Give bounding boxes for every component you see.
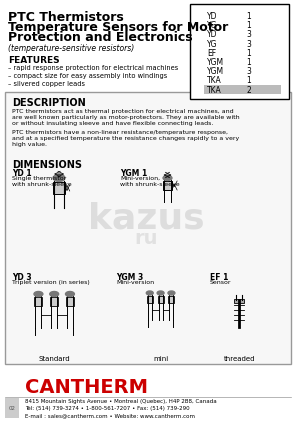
Ellipse shape (168, 291, 175, 295)
Text: YGM: YGM (207, 58, 224, 67)
Text: 1: 1 (246, 58, 251, 67)
Text: DESCRIPTION: DESCRIPTION (12, 98, 86, 108)
Text: TKA: TKA (207, 76, 222, 85)
Text: – compact size for easy assembly into windings: – compact size for easy assembly into wi… (8, 73, 167, 79)
Text: 1: 1 (246, 76, 251, 85)
Bar (5, 92, 291, 364)
Text: Triplet version (in series): Triplet version (in series) (12, 280, 90, 285)
Bar (147, 296, 153, 303)
Text: YD: YD (207, 31, 217, 40)
Text: Mini-version: Mini-version (116, 280, 154, 285)
Bar (235, 299, 244, 303)
Bar (169, 296, 174, 303)
Bar (5, 398, 19, 418)
Text: YD: YD (207, 12, 217, 21)
Text: 1: 1 (246, 12, 251, 21)
Ellipse shape (65, 292, 74, 297)
Text: TKA: TKA (207, 85, 222, 95)
Text: E-mail : sales@cantherm.com • Website: www.cantherm.com: E-mail : sales@cantherm.com • Website: w… (25, 413, 195, 418)
Text: ru: ru (134, 229, 158, 247)
Text: EF 1: EF 1 (210, 273, 228, 282)
Text: 2: 2 (246, 85, 251, 95)
Text: 3: 3 (246, 40, 251, 48)
Text: EF: EF (207, 49, 216, 58)
Text: kazus: kazus (88, 201, 204, 235)
Text: FEATURES: FEATURES (8, 56, 59, 65)
Text: Tel: (514) 739-3274 • 1-800-561-7207 • Fax: (514) 739-290: Tel: (514) 739-3274 • 1-800-561-7207 • F… (25, 406, 189, 411)
Text: YGM 3: YGM 3 (116, 273, 143, 282)
Text: 3: 3 (246, 31, 251, 40)
Text: YD 3: YD 3 (12, 273, 32, 282)
Text: high value.: high value. (12, 142, 47, 147)
Ellipse shape (50, 292, 58, 297)
Text: YGM: YGM (207, 67, 224, 76)
Text: Mini-version,: Mini-version, (120, 176, 160, 181)
Ellipse shape (53, 175, 65, 181)
Bar (50, 297, 58, 306)
Text: with shrunk-sleeve: with shrunk-sleeve (120, 182, 180, 187)
Bar (158, 296, 164, 303)
Ellipse shape (157, 291, 164, 295)
Text: YG: YG (207, 21, 217, 30)
Text: PTC thermistors act as thermal protection for electrical machines, and: PTC thermistors act as thermal protectio… (12, 109, 233, 114)
Text: threaded: threaded (224, 356, 255, 362)
Text: mini: mini (153, 356, 168, 362)
Text: are well known particularly as motor-protectors. They are available with: are well known particularly as motor-pro… (12, 115, 239, 120)
Text: 1: 1 (246, 21, 251, 30)
Bar (53, 182, 65, 194)
Text: 3: 3 (246, 67, 251, 76)
Bar (204, 85, 281, 94)
Text: 1: 1 (246, 49, 251, 58)
Text: YD 1: YD 1 (12, 169, 32, 178)
Text: CANTHERM: CANTHERM (25, 378, 148, 397)
Text: 02: 02 (8, 405, 15, 411)
Bar (163, 181, 172, 190)
Text: PTC Thermistors: PTC Thermistors (8, 11, 124, 24)
Text: Standard: Standard (38, 356, 70, 362)
Bar (190, 4, 289, 99)
Text: 8415 Mountain Sights Avenue • Montreal (Quebec), H4P 2B8, Canada: 8415 Mountain Sights Avenue • Montreal (… (25, 399, 216, 404)
Ellipse shape (146, 291, 153, 295)
Text: DIMENSIONS: DIMENSIONS (12, 160, 82, 170)
Bar (34, 297, 42, 306)
Text: Temperature Sensors for Motor: Temperature Sensors for Motor (8, 21, 228, 34)
Bar (66, 297, 74, 306)
Text: YG: YG (207, 40, 217, 48)
Ellipse shape (34, 292, 43, 297)
Text: Sensor: Sensor (210, 280, 231, 285)
Text: (temperature-sensitive resistors): (temperature-sensitive resistors) (8, 44, 134, 53)
Text: Single thermistor: Single thermistor (12, 176, 66, 181)
Text: PTC thermistors have a non-linear resistance/temperature response,: PTC thermistors have a non-linear resist… (12, 130, 228, 135)
Text: with shrunk-sleeve: with shrunk-sleeve (12, 182, 71, 187)
Text: or without insulating sleeve and have flexible connecting leads.: or without insulating sleeve and have fl… (12, 121, 213, 126)
Text: – silvered copper leads: – silvered copper leads (8, 81, 85, 87)
Text: – rapid response protection for electrical machines: – rapid response protection for electric… (8, 65, 178, 71)
Text: and at a specified temperature the resistance changes rapidly to a very: and at a specified temperature the resis… (12, 136, 239, 141)
Text: Protection and Electronics: Protection and Electronics (8, 31, 193, 44)
Text: YGM 1: YGM 1 (120, 169, 148, 178)
Ellipse shape (163, 176, 172, 181)
